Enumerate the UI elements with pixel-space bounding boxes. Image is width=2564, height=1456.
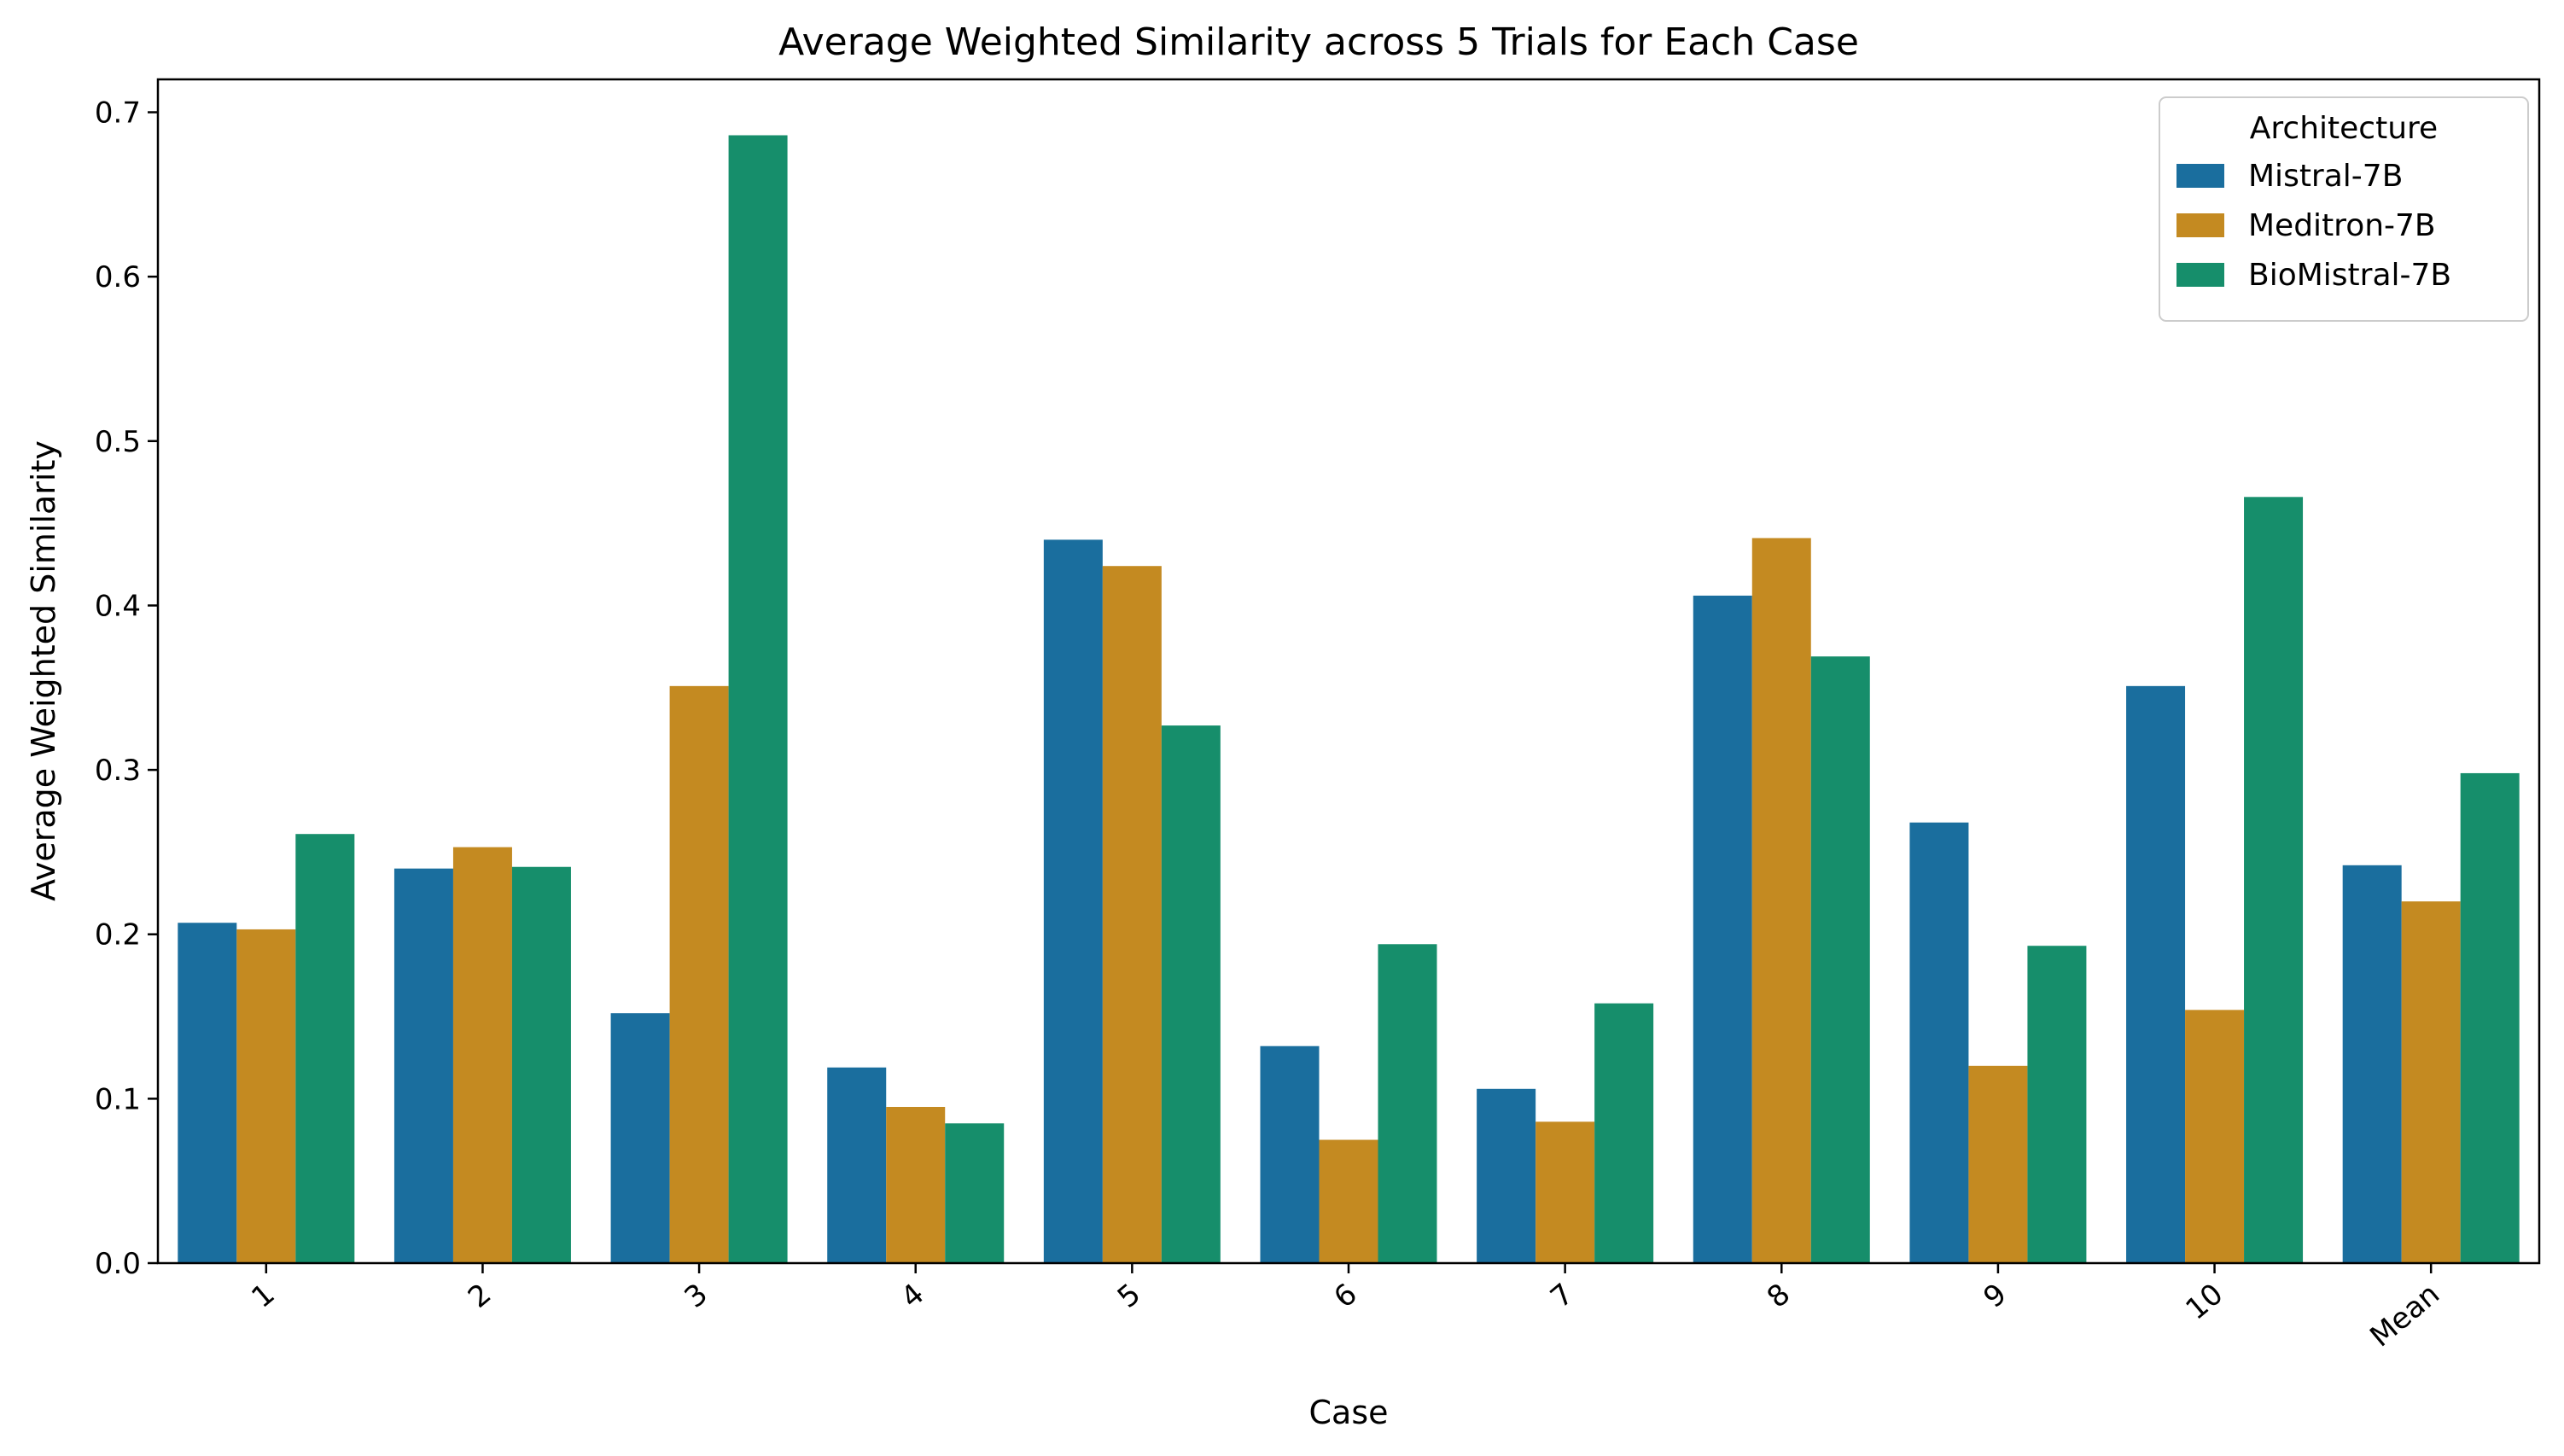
- bars-group: [178, 135, 2520, 1263]
- legend-label: BioMistral-7B: [2248, 258, 2451, 293]
- x-tick-label: 8: [1761, 1277, 1797, 1315]
- bar-mistral-7b-case-9: [1909, 822, 1969, 1263]
- y-tick-label: 0.6: [95, 260, 141, 294]
- bar-meditron-7b-case-8: [1751, 538, 1811, 1263]
- bar-mistral-7b-case-2: [393, 868, 453, 1263]
- bar-meditron-7b-case-7: [1535, 1121, 1595, 1263]
- bar-meditron-7b-case-mean: [2401, 901, 2461, 1263]
- y-axis: 0.0 0.1 0.2 0.3 0.4 0.5 0.6 0.7: [95, 96, 158, 1281]
- x-tick-label: 6: [1327, 1277, 1363, 1315]
- bar-biomistral-7b-case-10: [2244, 497, 2304, 1263]
- bar-mistral-7b-case-5: [1043, 539, 1103, 1263]
- y-axis-label: Average Weighted Similarity: [25, 440, 62, 901]
- x-tick-label: 10: [2179, 1277, 2229, 1326]
- bar-meditron-7b-case-2: [452, 847, 512, 1263]
- y-tick-label: 0.0: [95, 1247, 141, 1281]
- bar-mistral-7b-case-7: [1477, 1088, 1536, 1263]
- legend-box: [2159, 96, 2529, 322]
- y-tick-label: 0.2: [95, 918, 141, 952]
- bar-biomistral-7b-case-8: [1810, 656, 1870, 1263]
- bar-meditron-7b-case-5: [1102, 566, 1162, 1263]
- x-axis-label: Case: [1309, 1394, 1389, 1431]
- bar-mistral-7b-case-4: [827, 1067, 887, 1263]
- legend-label: Meditron-7B: [2248, 208, 2436, 243]
- x-tick-label: 3: [679, 1277, 714, 1315]
- y-tick-label: 0.7: [95, 96, 141, 131]
- x-tick-label: 4: [894, 1277, 930, 1315]
- bar-meditron-7b-case-3: [669, 685, 729, 1263]
- y-tick-label: 0.3: [95, 754, 141, 788]
- x-tick-label: 7: [1544, 1277, 1580, 1315]
- legend-items: Mistral-7B Meditron-7B BioMistral-7B: [2176, 159, 2451, 293]
- x-tick-label: 5: [1111, 1277, 1147, 1315]
- bar-mistral-7b-case-1: [178, 923, 237, 1263]
- bar-meditron-7b-case-6: [1319, 1139, 1378, 1263]
- y-tick-label: 0.4: [95, 589, 141, 623]
- bar-biomistral-7b-case-9: [2027, 946, 2087, 1263]
- chart-title: Average Weighted Similarity across 5 Tri…: [778, 20, 1859, 64]
- bar-meditron-7b-case-9: [1968, 1065, 2028, 1263]
- legend-swatch: [2176, 263, 2224, 287]
- y-tick-label: 0.5: [95, 425, 141, 459]
- bar-biomistral-7b-case-mean: [2460, 772, 2520, 1263]
- x-tick-label: Mean: [2363, 1277, 2446, 1354]
- bar-mistral-7b-case-10: [2126, 685, 2186, 1263]
- bar-biomistral-7b-case-4: [945, 1123, 1005, 1263]
- legend-title: Architecture: [2250, 111, 2438, 146]
- legend-swatch: [2176, 213, 2224, 237]
- legend: Architecture Mistral-7B Meditron-7B BioMis…: [2159, 96, 2529, 322]
- x-tick-label: 1: [245, 1277, 281, 1315]
- x-tick-label: 2: [462, 1277, 498, 1315]
- bar-meditron-7b-case-1: [236, 929, 296, 1263]
- x-axis: 1 2 3 4 5 6 7 8 9 10 Mean: [245, 1263, 2446, 1354]
- x-tick-label: 9: [1977, 1277, 2013, 1315]
- bar-biomistral-7b-case-1: [295, 834, 355, 1263]
- bar-mistral-7b-case-8: [1693, 595, 1752, 1263]
- bar-biomistral-7b-case-5: [1161, 725, 1221, 1263]
- bar-meditron-7b-case-10: [2185, 1010, 2245, 1263]
- legend-label: Mistral-7B: [2248, 159, 2403, 194]
- legend-swatch: [2176, 164, 2224, 188]
- bar-biomistral-7b-case-3: [728, 135, 788, 1263]
- bar-meditron-7b-case-4: [886, 1106, 946, 1263]
- y-tick-label: 0.1: [95, 1082, 141, 1116]
- bar-mistral-7b-case-3: [610, 1013, 670, 1263]
- bar-biomistral-7b-case-7: [1594, 1003, 1654, 1263]
- bar-biomistral-7b-case-6: [1378, 944, 1437, 1263]
- bar-biomistral-7b-case-2: [511, 866, 571, 1263]
- bar-mistral-7b-case-mean: [2342, 865, 2402, 1263]
- bar-mistral-7b-case-6: [1260, 1045, 1320, 1263]
